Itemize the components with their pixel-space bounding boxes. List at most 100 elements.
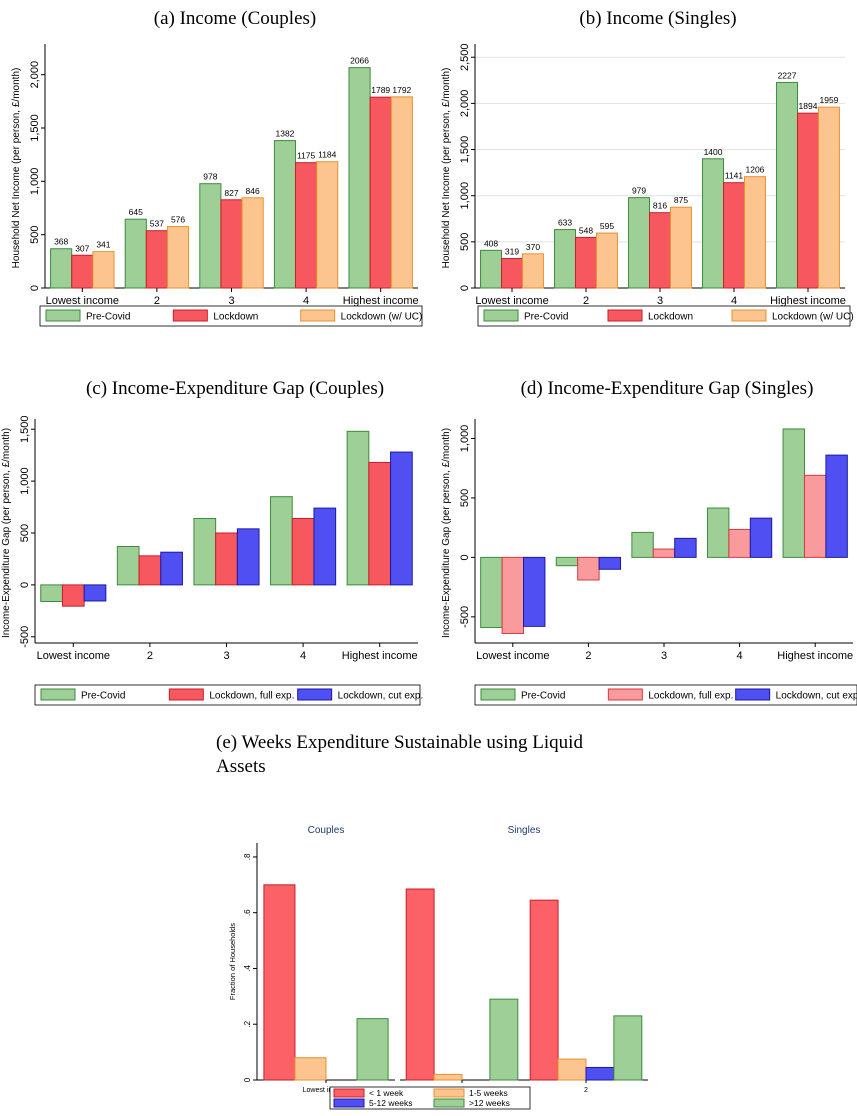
bar [797,112,819,289]
legend-swatch [433,1088,465,1098]
x-tick-label: Lowest income [303,1087,350,1094]
y-tick-label: 2,000 [29,61,41,89]
y-tick-label: 1,000 [459,182,471,210]
bar [585,1066,615,1081]
legend-label: Lockdown, cut exp [776,691,857,702]
y-tick-label: 2,500 [459,43,471,71]
bar [145,230,168,289]
legend-swatch [480,688,516,701]
y-tick-label: 0 [459,285,471,291]
data-label: 1400 [704,147,723,157]
y-axis-title: Fraction of Households [228,923,237,1000]
bar [273,140,297,289]
bar [346,430,370,586]
chart-e: 0 .2 .4 .6 .8 Fraction of Households Couples Lo… [228,825,648,1110]
data-label: 875 [674,195,688,205]
y-tick-label: 500 [459,233,471,251]
y-tick-label: 1,500 [29,114,41,142]
x-tick-label: Highest income [343,295,419,307]
bar [124,218,147,289]
legend-label: Pre-Covid [86,312,130,323]
y-tick-label: 1,000 [29,168,41,196]
data-label: 307 [75,243,89,253]
panel-subtitle: Couples [308,825,345,836]
bar [356,1018,389,1081]
data-label: 370 [526,242,540,252]
legend-label: Lockdown, full exp. [648,691,733,702]
bar [501,258,523,289]
chart-d-title: (d) Income-Expenditure Gap (Singles) [520,378,814,399]
data-label: 2066 [350,56,369,66]
bar [523,556,546,627]
bar [433,1073,463,1081]
bar [263,884,296,1081]
bar [628,197,651,289]
bar [706,507,730,558]
data-label: 633 [558,218,572,228]
legend-label: Pre-Covid [81,691,125,702]
bar [557,1058,587,1081]
data-label: 1382 [276,129,295,139]
bar [480,249,503,289]
bar [669,206,692,289]
bar [776,81,799,289]
data-label: 846 [246,186,260,196]
bar [743,176,766,289]
data-label: 368 [54,237,68,247]
bar [825,454,848,558]
y-tick-label: -500 [19,626,31,648]
chart-d: -500 0 500 1,000 Income-Expenditure Gap (per… [441,419,857,706]
y-tick-label: 1,000 [459,425,471,453]
y-tick-label: 0 [29,285,41,291]
legend-swatch [333,1088,365,1098]
bar [291,517,315,586]
data-label: 2227 [778,70,797,80]
y-tick-label: .6 [243,909,252,916]
bar [652,548,676,558]
bar [555,556,579,567]
chart-e-title-line1: (e) Weeks Expenditure Sustainable using … [216,732,583,753]
legend-swatch [731,309,767,322]
data-label: 1894 [799,101,818,111]
bar [390,451,413,586]
y-tick-label: 1,000 [19,467,31,495]
bar [160,551,183,586]
data-label: 548 [579,225,593,235]
legend-label: 5-12 weeks [369,1098,412,1108]
y-tick-label: 1,500 [19,415,31,443]
bar [817,106,840,289]
x-tick-label: 4 [303,295,309,307]
chart-b-title: (b) Income (Singles) [579,8,737,29]
legend-swatch [483,309,519,322]
legend-label: Lockdown (w/ UC) [772,312,854,323]
bar [521,253,544,289]
x-tick-label: Lowest income [46,295,119,307]
bar [166,226,190,289]
legend-swatch [300,309,336,322]
legend-swatch [40,688,76,701]
legend-label: Lockdown [648,312,693,323]
bar [575,236,597,289]
bar [554,229,577,289]
legend-swatch [433,1098,465,1108]
bar [61,584,85,607]
x-tick-label: 3 [657,295,663,307]
bar [723,182,745,289]
x-tick-label: 4 [737,650,743,662]
data-label: 408 [484,238,498,248]
x-tick-label: 2 [585,650,591,662]
x-tick-label: 3 [223,650,229,662]
bar [613,1015,643,1081]
x-tick-label: Highest income [770,295,846,307]
legend-label: < 1 week [369,1088,404,1098]
bar [405,888,435,1081]
chart-b: 0 500 1,000 1,500 2,000 2,500 Household Net In… [441,43,854,327]
y-axis-title: Household Net Income (per person, £/mont… [441,68,452,269]
x-tick-label: 3 [661,650,667,662]
legend-swatch [168,688,204,701]
bar [215,532,238,586]
legend-swatch [607,309,643,322]
data-label: 341 [96,240,110,250]
y-axis-title: Household Net Income (per person, £/mont… [11,68,22,269]
data-label: 827 [224,188,238,198]
